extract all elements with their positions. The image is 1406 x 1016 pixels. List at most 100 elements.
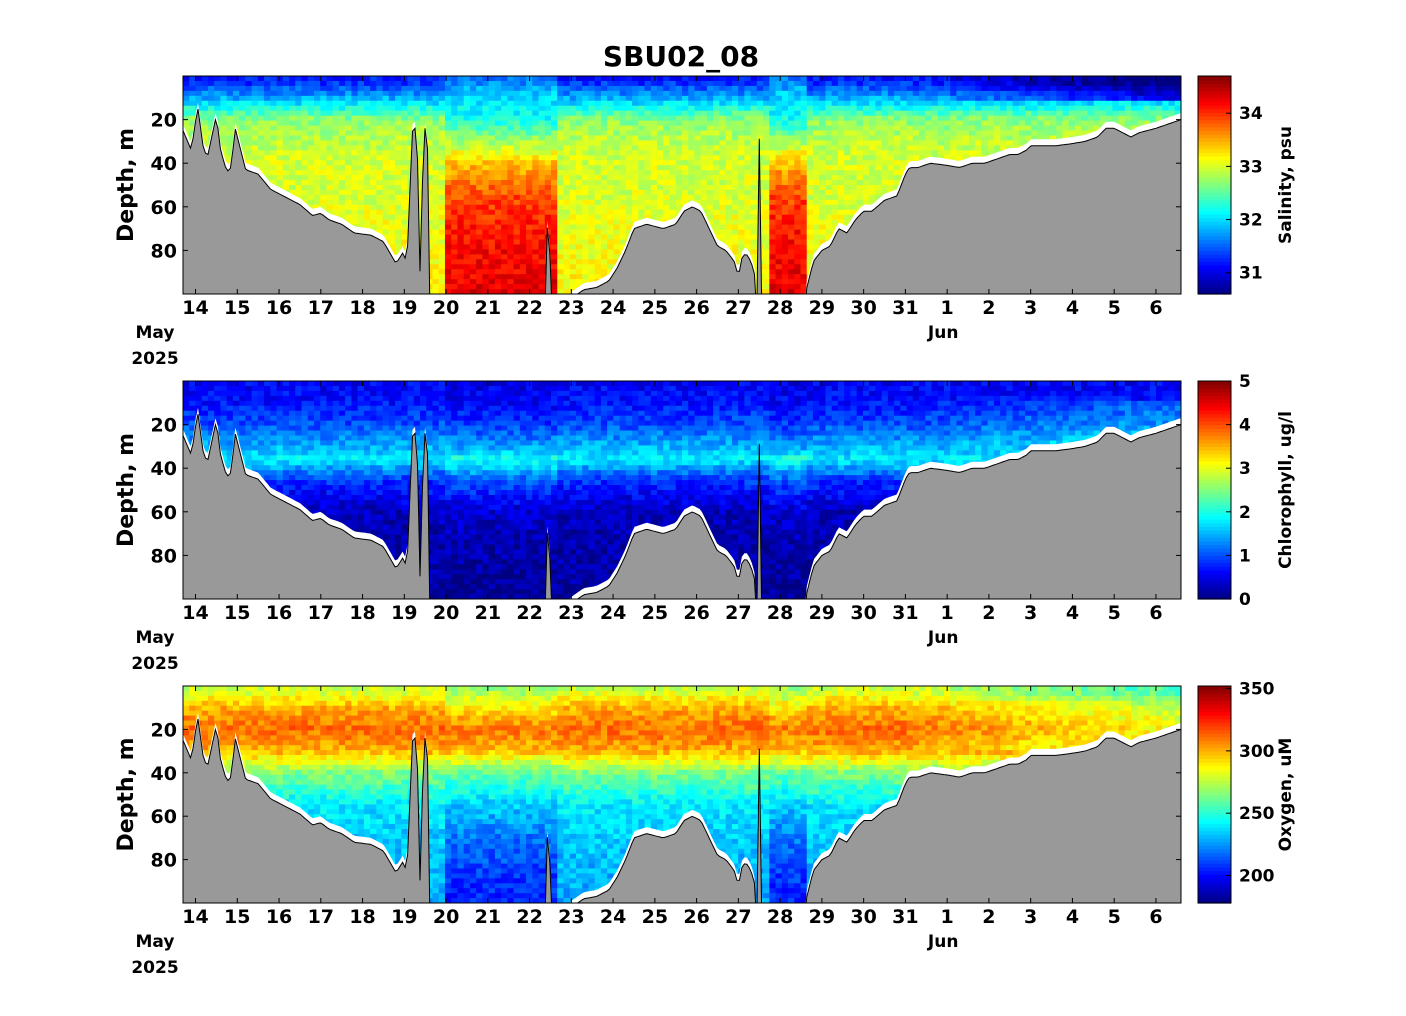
x-tick-label: 15 (224, 906, 250, 928)
y-tick-label: 80 (151, 240, 177, 262)
colorbar-label: Chlorophyll, ug/l (1276, 411, 1296, 569)
x-tick-label: 5 (1108, 297, 1121, 319)
x-tick-label: 15 (224, 602, 250, 624)
colorbar-label: Salinity, psu (1276, 126, 1296, 244)
axes-frame (182, 75, 1182, 295)
x-tick-label: 3 (1024, 602, 1037, 624)
x-tick-label: 5 (1108, 602, 1121, 624)
x-tick-label: 26 (683, 906, 709, 928)
axes-frame (182, 685, 1182, 904)
y-tick-label: 20 (151, 415, 177, 437)
x-tick-label: 20 (433, 297, 459, 319)
colorbar-tick-label: 200 (1239, 867, 1275, 887)
x-tick-label: 2 (982, 602, 995, 624)
x-tick-label: 20 (433, 602, 459, 624)
x-tick-label: 16 (266, 297, 292, 319)
month-label-jun: Jun (927, 932, 959, 952)
y-tick-label: 40 (151, 458, 177, 480)
x-tick-label: 31 (892, 906, 918, 928)
x-tick-label: 17 (308, 602, 334, 624)
x-tick-label: 14 (182, 906, 208, 928)
colorbar-tick-label: 3 (1239, 459, 1251, 479)
colorbar-tick-label: 5 (1239, 372, 1251, 392)
x-tick-label: 30 (850, 906, 876, 928)
y-tick-label: 20 (151, 110, 177, 132)
seafloor-line (183, 109, 1181, 294)
x-tick-label: 4 (1066, 297, 1079, 319)
x-tick-label: 23 (558, 906, 584, 928)
colorbar-tick-label: 0 (1239, 590, 1251, 610)
colorbar-tick-label: 350 (1239, 679, 1275, 699)
seafloor-fill (183, 109, 1181, 294)
year-label: 2025 (131, 654, 178, 674)
year-label: 2025 (131, 349, 178, 369)
y-tick-label: 60 (151, 197, 177, 219)
x-tick-label: 28 (767, 297, 793, 319)
seafloor-line (183, 718, 1181, 903)
y-tick-label: 80 (151, 850, 177, 872)
seafloor-fill (183, 414, 1181, 599)
y-tick-label: 20 (151, 719, 177, 741)
x-tick-label: 6 (1149, 602, 1162, 624)
x-tick-label: 29 (809, 602, 835, 624)
colorbar-tick-label: 2 (1239, 503, 1251, 523)
x-tick-label: 18 (349, 602, 375, 624)
x-tick-label: 29 (809, 297, 835, 319)
figure-title: SBU02_08 (603, 40, 759, 73)
x-tick-label: 17 (308, 906, 334, 928)
x-tick-label: 1 (941, 297, 954, 319)
seafloor (183, 712, 1181, 903)
panel-oxygen: 14 15 16 17 18 19 20 21 22 23 24 25 26 27 28 29 30 31 1 2 3 4… (114, 679, 1296, 978)
x-tick-label: 19 (391, 906, 417, 928)
x-tick-label: 4 (1066, 906, 1079, 928)
month-label-jun: Jun (927, 323, 959, 343)
month-label: May (136, 628, 175, 648)
x-tick-label: 25 (642, 297, 668, 319)
x-tick-label: 1 (941, 906, 954, 928)
x-tick-label: 27 (725, 602, 751, 624)
month-label: May (136, 932, 175, 952)
colorbar-label: Oxygen, uM (1276, 738, 1296, 852)
colorbar-tick-label: 31 (1239, 264, 1263, 284)
x-tick-label: 1 (941, 602, 954, 624)
x-tick-label: 24 (600, 602, 626, 624)
panels: 14 15 16 17 18 19 20 21 22 23 24 25 26 27 28 29 30 31 1 2 3 4… (114, 75, 1296, 978)
x-tick-label: 29 (809, 906, 835, 928)
oxygen-colorbar: 200 250 300 350 Oxygen, uM (1197, 679, 1296, 904)
x-tick-label: 24 (600, 297, 626, 319)
colorbar-tick-label: 4 (1239, 416, 1251, 436)
colorbar-tick-label: 33 (1239, 157, 1263, 177)
x-tick-label: 14 (182, 602, 208, 624)
x-tick-label: 28 (767, 602, 793, 624)
y-tick-label: 60 (151, 502, 177, 524)
x-tick-label: 18 (349, 906, 375, 928)
x-tick-label: 31 (892, 297, 918, 319)
x-tick-label: 22 (516, 602, 542, 624)
colorbar-tick-label: 250 (1239, 804, 1275, 824)
x-tick-label: 22 (516, 297, 542, 319)
x-tick-label: 20 (433, 906, 459, 928)
colorbar-tick-label: 1 (1239, 546, 1251, 566)
seafloor (183, 407, 1181, 599)
y-tick-label: 40 (151, 763, 177, 785)
x-tick-label: 25 (642, 906, 668, 928)
colorbar-tick-label: 34 (1239, 104, 1263, 124)
x-tick-label: 23 (558, 297, 584, 319)
month-label-jun: Jun (927, 628, 959, 648)
x-tick-label: 27 (725, 906, 751, 928)
x-tick-label: 16 (266, 906, 292, 928)
chlorophyll-colorbar: 0 1 2 3 4 5 Chlorophyll, ug/l (1197, 372, 1296, 610)
x-tick-label: 17 (308, 297, 334, 319)
x-tick-label: 15 (224, 297, 250, 319)
y-axis-label: Depth, m (114, 433, 139, 547)
axes-frame (182, 380, 1182, 600)
x-tick-label: 4 (1066, 602, 1079, 624)
x-tick-label: 22 (516, 906, 542, 928)
seafloor (183, 102, 1181, 294)
y-tick-label: 80 (151, 545, 177, 567)
panel-salinity: 14 15 16 17 18 19 20 21 22 23 24 25 26 27 28 29 30 31 1 2 3 4… (114, 75, 1296, 369)
x-tick-label: 21 (475, 297, 501, 319)
x-tick-label: 14 (182, 297, 208, 319)
x-tick-label: 24 (600, 906, 626, 928)
